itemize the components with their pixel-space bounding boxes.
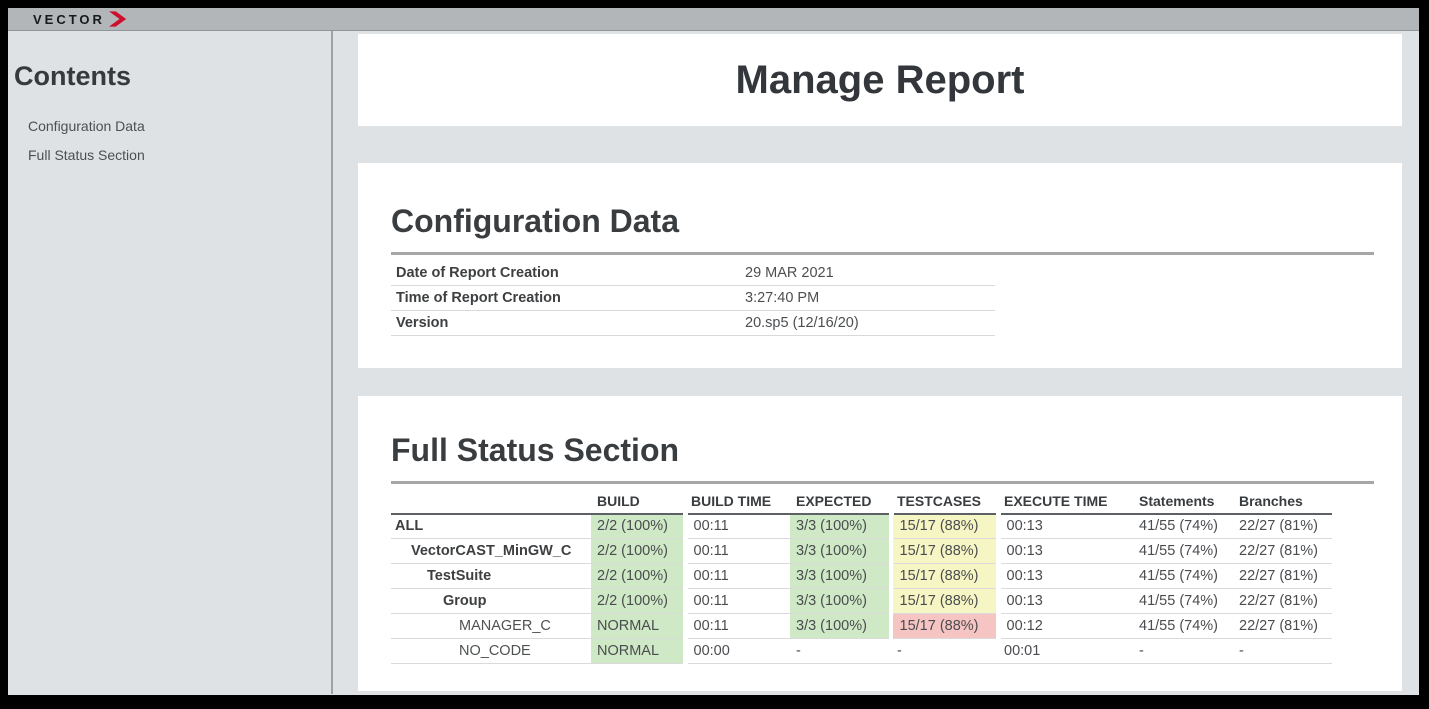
column-header-expected: EXPECTED [790,489,891,515]
status-cell: 00:13 [998,588,1133,615]
environment-name: ALL [391,513,591,540]
config-label: Version [391,310,740,337]
status-cell: 2/2 (100%) [591,538,685,565]
vector-logo: VECTOR [33,11,130,27]
column-header-build-time: BUILD TIME [685,489,790,515]
status-cell: 2/2 (100%) [591,563,685,590]
status-cell: 41/55 (74%) [1133,588,1233,615]
sidebar-divider [331,31,333,694]
status-cell: - [1133,638,1233,665]
status-cell: 3/3 (100%) [790,513,891,540]
environment-name: MANAGER_C [391,613,591,640]
status-cell: 3/3 (100%) [790,613,891,640]
sidebar-link-configuration-data[interactable]: Configuration Data [28,118,145,134]
status-cell: 41/55 (74%) [1133,513,1233,540]
config-value: 20.sp5 (12/16/20) [740,310,995,337]
status-row-vectorcast_mingw_c: VectorCAST_MinGW_C 2/2 (100%) 00:11 3/3 (10… [391,538,1332,565]
status-row-group: Group 2/2 (100%) 00:11 3/3 (100%) 15/17 (88%… [391,588,1332,615]
status-cell: 00:11 [685,588,790,615]
status-cell: 22/27 (81%) [1233,613,1332,640]
status-cell: 00:01 [998,638,1133,665]
column-header-execute-time: EXECUTE TIME [998,489,1133,515]
heading-rule [391,251,1374,255]
report-window: VECTOR Contents Configuration Data Full S… [8,8,1419,695]
status-row-no_code: NO_CODE NORMAL 00:00- -00:01- - [391,638,1332,665]
environment-name: TestSuite [391,563,591,590]
content-area: Contents Configuration Data Full Status S… [8,31,1419,694]
status-cell: NORMAL [591,638,685,665]
full-status-section: Full Status Section BUILD BUILD TIME EXPEC… [358,396,1402,691]
status-cell: 00:12 [998,613,1133,640]
status-cell: 00:13 [998,563,1133,590]
status-cell: 22/27 (81%) [1233,513,1332,540]
configuration-data-table: Date of Report Creation 29 MAR 2021 Time o… [391,260,995,337]
status-cell: 15/17 (88%) [891,538,998,565]
status-cell: 3/3 (100%) [790,588,891,615]
status-cell: 41/55 (74%) [1133,563,1233,590]
status-row-testsuite: TestSuite 2/2 (100%) 00:11 3/3 (100%) 15/17 … [391,563,1332,590]
column-header-build: BUILD [591,489,685,515]
status-cell: 41/55 (74%) [1133,538,1233,565]
status-cell: 15/17 (88%) [891,563,998,590]
spacer [358,126,1402,163]
status-cell: 41/55 (74%) [1133,613,1233,640]
status-cell: - [790,638,891,665]
status-cell: 00:00 [685,638,790,665]
status-cell: 22/27 (81%) [1233,563,1332,590]
report-title-panel: Manage Report [358,34,1402,126]
status-cell: 00:11 [685,538,790,565]
status-cell: 22/27 (81%) [1233,588,1332,615]
config-value: 29 MAR 2021 [740,260,995,287]
spacer [358,368,1402,396]
configuration-data-section: Configuration Data Date of Report Creati… [358,163,1402,368]
contents-title: Contents [14,61,131,91]
status-cell: 00:11 [685,563,790,590]
configuration-data-heading: Configuration Data [391,203,679,239]
status-cell: 22/27 (81%) [1233,538,1332,565]
status-cell: 3/3 (100%) [790,563,891,590]
status-cell: 2/2 (100%) [591,588,685,615]
config-row: Date of Report Creation 29 MAR 2021 [391,260,995,287]
status-cell: 00:11 [685,513,790,540]
column-header-statements: Statements [1133,489,1233,515]
status-cell: 15/17 (88%) [891,513,998,540]
contents-nav: Configuration Data Full Status Section [14,112,331,170]
status-row-all: ALL 2/2 (100%) 00:11 3/3 (100%) 15/17 (88%) 0… [391,513,1332,540]
column-header-name [391,489,591,515]
column-header-branches: Branches [1233,489,1332,515]
page-title: Manage Report [735,57,1025,102]
status-row-manager_c: MANAGER_C NORMAL 00:11 3/3 (100%) 15/17 (88%… [391,613,1332,640]
status-cell: 3/3 (100%) [790,538,891,565]
contents-sidebar: Contents Configuration Data Full Status S… [8,31,331,694]
column-header-testcases: TESTCASES [891,489,998,515]
heading-rule [391,480,1374,484]
status-cell: 15/17 (88%) [891,613,998,640]
status-cell: NORMAL [591,613,685,640]
config-label: Time of Report Creation [391,285,740,312]
status-cell: - [1233,638,1332,665]
sidebar-link-full-status-section[interactable]: Full Status Section [28,147,145,163]
vector-logo-text: VECTOR [33,11,105,27]
environment-name: VectorCAST_MinGW_C [391,538,591,565]
config-row: Version 20.sp5 (12/16/20) [391,310,995,337]
full-status-heading: Full Status Section [391,432,680,468]
config-row: Time of Report Creation 3:27:40 PM [391,285,995,312]
environment-name: NO_CODE [391,638,591,665]
full-status-table: BUILD BUILD TIME EXPECTED TESTCASES EXECUTE … [391,489,1332,665]
status-cell: 2/2 (100%) [591,513,685,540]
vector-chevron-icon [108,11,130,27]
top-bar: VECTOR [8,8,1419,31]
status-cell: 15/17 (88%) [891,588,998,615]
status-cell: - [891,638,998,665]
status-cell: 00:13 [998,538,1133,565]
environment-name: Group [391,588,591,615]
config-label: Date of Report Creation [391,260,740,287]
main-area: Manage Report Configuration Data Date of… [333,31,1419,694]
status-cell: 00:11 [685,613,790,640]
status-cell: 00:13 [998,513,1133,540]
config-value: 3:27:40 PM [740,285,995,312]
